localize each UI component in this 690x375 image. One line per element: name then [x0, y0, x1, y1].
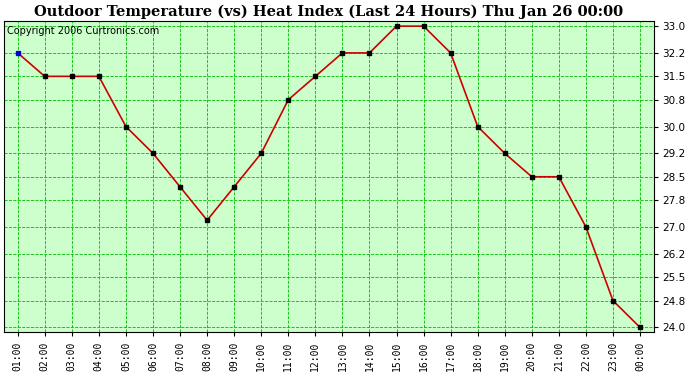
- Text: Copyright 2006 Curtronics.com: Copyright 2006 Curtronics.com: [8, 26, 159, 36]
- Title: Outdoor Temperature (vs) Heat Index (Last 24 Hours) Thu Jan 26 00:00: Outdoor Temperature (vs) Heat Index (Las…: [34, 4, 624, 18]
